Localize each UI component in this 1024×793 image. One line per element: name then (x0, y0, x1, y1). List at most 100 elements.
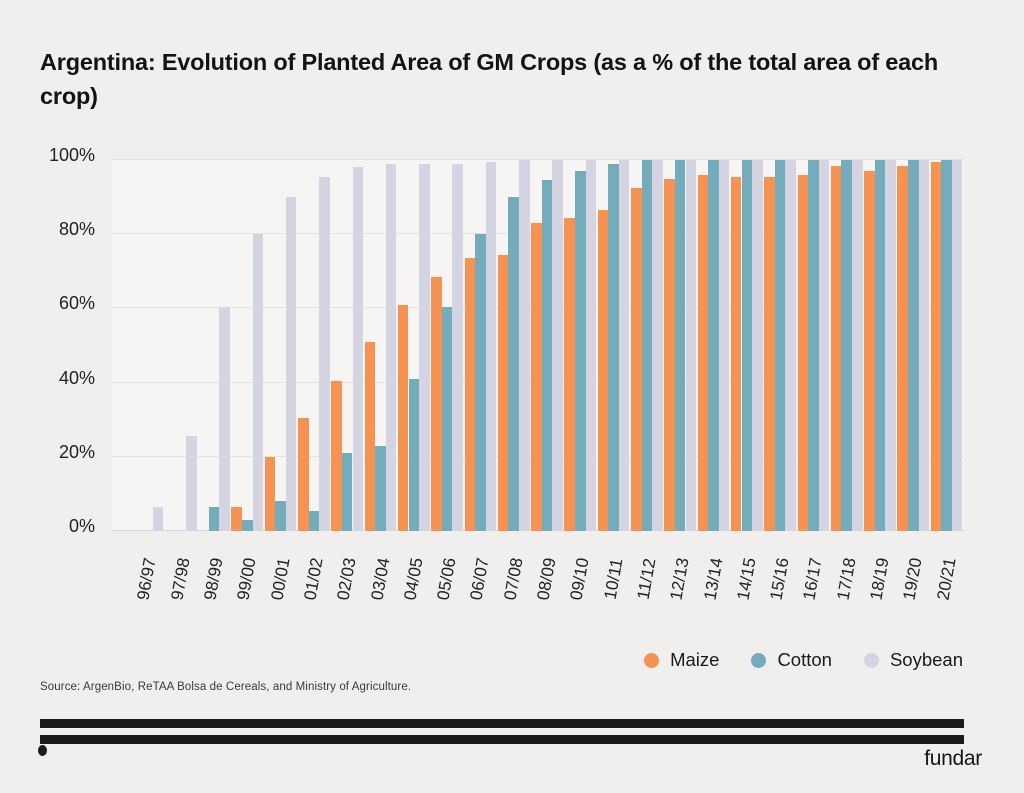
bar-cotton-06-07 (475, 234, 486, 531)
bar-maize-20-21 (930, 161, 942, 531)
bar-soybean-13-14 (718, 160, 730, 531)
bar-maize-05-06 (431, 276, 442, 531)
bar-maize-19-20 (897, 165, 908, 531)
bar-soybean-19-20 (918, 160, 930, 531)
bar-soybean-97-98 (186, 436, 197, 531)
bar-cotton-98-99 (208, 506, 220, 531)
x-tick-label: 97/98 (167, 556, 194, 602)
bar-soybean-08-09 (552, 160, 563, 531)
legend-dot-cotton (751, 652, 767, 668)
bar-maize-17-18 (830, 165, 842, 531)
x-tick-label: 18/19 (866, 556, 893, 602)
x-tick-label: 03/04 (366, 556, 394, 602)
legend-item-soybean: Soybean (863, 649, 963, 671)
legend-label: Soybean (889, 649, 963, 670)
plot-area (112, 159, 964, 531)
bar-cotton-18-19 (874, 160, 886, 531)
bar-soybean-12-13 (685, 160, 697, 531)
y-tick-label: 60% (58, 293, 95, 314)
bar-soybean-03-04 (385, 163, 397, 531)
legend-dot-maize (644, 652, 660, 668)
bar-maize-06-07 (464, 258, 476, 531)
x-tick-label: 17/18 (833, 556, 860, 602)
x-tick-label: 13/14 (699, 556, 727, 602)
bar-cotton-11-12 (641, 160, 653, 531)
bar-cotton-16-17 (808, 160, 819, 531)
bar-cotton-13-14 (708, 160, 719, 531)
bar-cotton-20-21 (941, 160, 952, 531)
bar-maize-18-19 (864, 171, 875, 531)
bar-soybean-11-12 (652, 160, 663, 531)
bar-soybean-00-01 (285, 197, 297, 531)
footer-dot (38, 745, 47, 756)
bar-cotton-12-13 (674, 160, 686, 531)
x-tick-label: 02/03 (333, 556, 360, 602)
bar-maize-12-13 (664, 178, 675, 531)
x-tick-label: 07/08 (500, 556, 527, 602)
x-tick-label: 19/20 (899, 556, 926, 602)
bar-soybean-05-06 (452, 163, 463, 531)
bar-maize-11-12 (631, 187, 642, 531)
y-tick-label: 80% (58, 219, 95, 240)
bar-cotton-05-06 (441, 306, 453, 531)
bar-maize-02-03 (331, 380, 342, 531)
bar-soybean-09-10 (585, 160, 597, 531)
bar-soybean-10-11 (618, 160, 630, 531)
bar-soybean-98-99 (219, 306, 230, 531)
bar-maize-10-11 (597, 210, 609, 531)
x-tick-label: 01/02 (300, 556, 327, 602)
bar-maize-13-14 (697, 174, 709, 531)
bar-cotton-19-20 (908, 160, 919, 531)
x-tick-label: 12/13 (666, 556, 693, 602)
y-tick-label: 100% (48, 145, 95, 165)
bar-cotton-00-01 (275, 501, 286, 531)
x-tick-label: 99/00 (233, 556, 260, 602)
y-tick-label: 20% (58, 441, 95, 462)
bar-cotton-07-08 (508, 197, 519, 531)
x-tick-label: 20/21 (933, 556, 960, 602)
x-tick-label: 15/16 (766, 556, 793, 602)
bar-soybean-16-17 (818, 160, 830, 531)
bar-maize-03-04 (364, 341, 376, 531)
bar-soybean-99-00 (252, 234, 264, 531)
bar-maize-04-05 (397, 304, 409, 531)
bar-cotton-15-16 (774, 160, 786, 531)
bar-soybean-20-21 (951, 160, 963, 531)
bar-soybean-04-05 (419, 163, 430, 531)
bar-cotton-10-11 (608, 163, 619, 531)
bar-cotton-14-15 (741, 160, 753, 531)
legend-label: Cotton (777, 649, 832, 670)
legend-label: Maize (670, 649, 720, 670)
bar-cotton-03-04 (375, 445, 386, 531)
bar-cotton-01-02 (308, 510, 320, 531)
source-note: Source: ArgenBio, ReTAA Bolsa de Cereals… (40, 681, 412, 693)
bar-maize-01-02 (298, 417, 309, 531)
footer-rule-bottom (40, 735, 964, 744)
bar-maize-00-01 (264, 456, 276, 531)
bar-soybean-17-18 (852, 160, 863, 531)
x-tick-label: 00/01 (267, 556, 294, 602)
legend-dot-soybean (863, 652, 879, 668)
bar-cotton-08-09 (541, 180, 553, 531)
x-tick-label: 09/10 (566, 556, 593, 602)
bar-cotton-04-05 (408, 378, 420, 531)
bar-maize-15-16 (764, 176, 775, 531)
x-tick-label: 14/15 (733, 556, 760, 602)
y-tick-label: 40% (58, 367, 95, 388)
legend: Maize Cotton Soybean (644, 649, 963, 671)
footer-rule-top (40, 719, 964, 728)
x-tick-label: 16/17 (799, 556, 826, 602)
bar-soybean-02-03 (352, 167, 364, 531)
brand-logo: fundar (924, 747, 982, 770)
bar-soybean-07-08 (519, 160, 530, 531)
x-tick-label: 96/97 (133, 556, 160, 602)
x-tick-label: 10/11 (600, 556, 627, 601)
x-tick-label: 11/12 (633, 556, 660, 601)
legend-item-maize: Maize (644, 649, 719, 671)
x-tick-label: 06/07 (466, 556, 493, 602)
bar-maize-08-09 (531, 223, 542, 531)
bar-soybean-96-97 (152, 506, 164, 531)
x-tick-label: 05/06 (433, 556, 460, 602)
bar-maize-14-15 (730, 176, 742, 531)
bar-cotton-17-18 (841, 160, 852, 531)
